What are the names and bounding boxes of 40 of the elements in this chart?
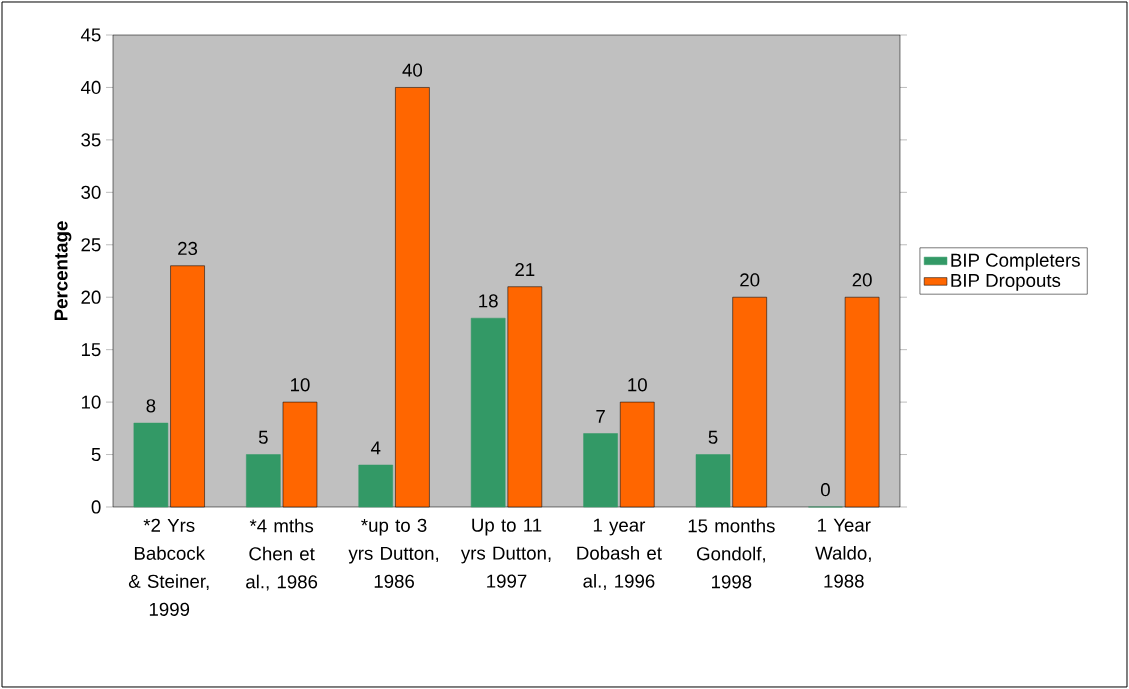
x-tick-label: *2 Yrs Babcock & Steiner, 1999 — [128, 518, 209, 616]
data-label: 20 — [740, 273, 760, 287]
y-axis-title: Percentage — [54, 221, 72, 321]
bar — [470, 317, 506, 508]
data-label: 40 — [402, 63, 423, 77]
data-label: 0 — [820, 483, 830, 497]
data-label: 5 — [258, 430, 268, 444]
legend-label: BIP Dropouts — [951, 274, 1061, 291]
bar — [583, 433, 618, 508]
legend-label: BIP Completers — [951, 253, 1080, 271]
x-tick-label: 1 year Dobash et al., 1996 — [577, 518, 662, 590]
y-tick-label: 25 — [81, 238, 101, 252]
x-tick-label: *up to 3 yrs Dutton, 1986 — [348, 518, 439, 588]
data-label: 21 — [515, 262, 535, 277]
bar — [695, 454, 731, 508]
x-tick-label: 1 Year Waldo, 1988 — [815, 518, 871, 588]
x-tick-label: Up to 11 yrs Dutton, 1997 — [460, 518, 551, 588]
data-label: 7 — [596, 410, 605, 423]
x-tick-label: *4 mths Chen et al., 1986 — [246, 518, 318, 591]
data-label: 20 — [852, 273, 872, 287]
y-tick-label: 30 — [81, 185, 101, 199]
y-tick-label: 45 — [80, 28, 101, 42]
data-label: 5 — [708, 430, 718, 444]
data-label: 23 — [178, 241, 198, 256]
data-label: 10 — [291, 378, 310, 392]
y-tick-label: 0 — [91, 500, 101, 514]
y-tick-label: 15 — [81, 343, 101, 357]
data-label: 8 — [146, 399, 156, 413]
y-tick-label: 10 — [81, 395, 101, 409]
y-tick-label: 40 — [80, 80, 101, 95]
y-tick-label: 20 — [81, 290, 101, 304]
x-tick-label: 15 months Gondolf, 1998 — [688, 518, 775, 589]
y-tick-label: 5 — [91, 448, 101, 462]
data-label: 4 — [370, 441, 381, 455]
data-label: 18 — [479, 294, 498, 308]
data-label: 10 — [628, 378, 647, 392]
bar — [246, 454, 281, 508]
bar — [358, 464, 394, 508]
bar — [133, 422, 169, 508]
y-tick-label: 35 — [81, 133, 101, 147]
